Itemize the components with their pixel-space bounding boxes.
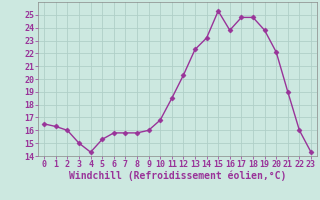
X-axis label: Windchill (Refroidissement éolien,°C): Windchill (Refroidissement éolien,°C) (69, 171, 286, 181)
